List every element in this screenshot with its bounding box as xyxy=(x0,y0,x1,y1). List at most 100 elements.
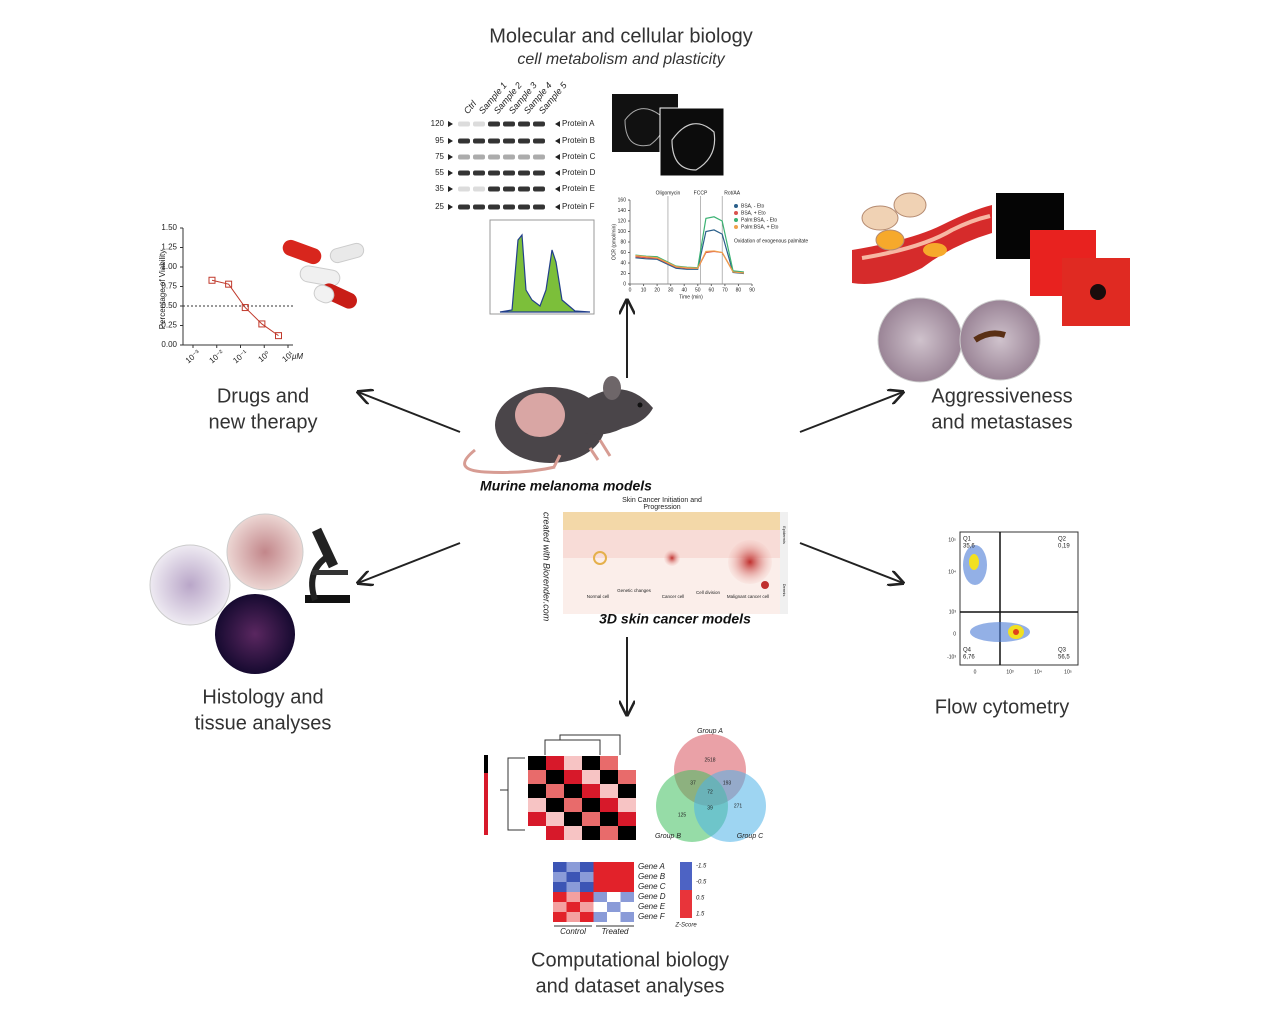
heat-cell xyxy=(566,912,580,922)
cell-outline xyxy=(671,123,716,171)
gene-label: Gene B xyxy=(638,872,666,881)
marker-arrow xyxy=(448,204,453,210)
band xyxy=(518,170,530,176)
quadrant-name: Q2 xyxy=(1058,537,1067,543)
gene-label: Gene E xyxy=(638,902,666,911)
heat-cell xyxy=(607,882,621,892)
scale-bar-top xyxy=(484,755,488,773)
quadrant-value: 6,76 xyxy=(963,655,975,661)
quadrant-value: 56,5 xyxy=(1058,655,1070,661)
data-point xyxy=(225,280,233,288)
x-tick-label: 10⁻¹ xyxy=(231,348,249,365)
legend-label: Palm:BSA, - Eto xyxy=(741,217,777,223)
band xyxy=(473,138,485,144)
y-tick-label: 80 xyxy=(620,239,626,245)
heat-cell xyxy=(607,912,621,922)
axis xyxy=(182,228,293,346)
x-tick-label: 50 xyxy=(695,287,701,293)
stage-label: Cell division xyxy=(696,590,721,595)
scale-label: Z-Score xyxy=(674,923,697,929)
unit-label: μM xyxy=(291,352,303,361)
heat-cell xyxy=(564,826,582,840)
heat-cell xyxy=(618,812,636,826)
count-label: 271 xyxy=(734,803,743,809)
section-title: tissue analyses xyxy=(195,712,332,734)
arrow xyxy=(358,542,461,583)
y-tick-label: 0.50 xyxy=(161,301,177,310)
protein-arrow xyxy=(555,138,560,144)
annotation: Oxidation of exogenous palmitate xyxy=(734,238,808,244)
heat-cell xyxy=(593,872,607,882)
marker-label: 55 xyxy=(435,168,444,177)
heat-cell xyxy=(528,756,546,770)
band xyxy=(488,204,500,210)
heat-cell xyxy=(564,784,582,798)
heat-cell xyxy=(566,902,580,912)
data-point xyxy=(241,304,249,312)
group-label: Group B xyxy=(655,833,681,840)
heat-cell xyxy=(564,812,582,826)
marker-label: 75 xyxy=(435,152,444,161)
y-tick-label: 10⁴ xyxy=(948,569,956,575)
quadrant-name: Q3 xyxy=(1058,648,1067,654)
stage-label: Malignant cancer cell xyxy=(727,594,769,599)
ocr-chart: 0 20 40 60 80 100 120 140 160 0 10 20 30 40 50 60 70 80 90… xyxy=(611,190,808,300)
series-line xyxy=(635,216,744,273)
color-scale-bottom xyxy=(680,890,692,918)
heat-cell xyxy=(620,882,634,892)
band xyxy=(473,204,485,210)
heat-cell xyxy=(553,872,567,882)
x-tick-label: 80 xyxy=(736,287,742,293)
heat-cell xyxy=(620,892,634,902)
heat-cell xyxy=(553,862,567,872)
band xyxy=(458,186,470,192)
heat-cell xyxy=(546,784,564,798)
x-tick-label: 0 xyxy=(974,669,977,675)
band xyxy=(488,170,500,176)
legend-label: BSA, - Eto xyxy=(741,203,765,209)
stage-label: Genetic changes xyxy=(617,588,652,593)
scale-tick-label: 1.5 xyxy=(696,912,705,918)
x-axis-label: Time (min) xyxy=(679,294,703,300)
heat-cell xyxy=(566,882,580,892)
gene-label: Gene D xyxy=(638,892,666,901)
section-title: Aggressiveness xyxy=(931,385,1072,407)
band xyxy=(488,138,500,144)
color-scale-top xyxy=(680,862,692,890)
count-label: 2518 xyxy=(704,757,715,763)
band xyxy=(533,138,545,144)
band xyxy=(533,186,545,192)
section-title: Molecular and cellular biology xyxy=(489,25,752,47)
histology-images xyxy=(149,513,350,674)
arrow xyxy=(358,392,461,433)
panel-title: Progression xyxy=(643,504,680,511)
stage-label: Cancer cell xyxy=(662,594,685,599)
section-title: and dataset analyses xyxy=(535,975,724,997)
marker-arrow xyxy=(448,154,453,160)
heat-cell xyxy=(600,784,618,798)
section-title: new therapy xyxy=(209,411,318,433)
heat-cell xyxy=(580,882,594,892)
protein-arrow xyxy=(555,121,560,127)
band xyxy=(473,170,485,176)
heat-cell xyxy=(620,902,634,912)
section-title: Computational biology xyxy=(531,949,729,971)
heat-cell xyxy=(546,826,564,840)
heat-cell xyxy=(580,912,594,922)
marker-label: 120 xyxy=(431,119,445,128)
quadrant-value: 0,19 xyxy=(1058,544,1070,550)
heat-cell xyxy=(580,892,594,902)
x-tick-label: 60 xyxy=(709,287,715,293)
band xyxy=(488,154,500,160)
band xyxy=(473,154,485,160)
x-tick-label: 0 xyxy=(629,287,632,293)
event-label: Oligomycin xyxy=(656,190,681,196)
heat-cell xyxy=(546,812,564,826)
venn-diagram: Group A Group B Group C 2518 125 271 37 193 39 72 xyxy=(655,728,766,842)
model-label: 3D skin cancer models xyxy=(599,611,751,627)
heat-cell xyxy=(580,862,594,872)
heat-cell xyxy=(600,770,618,784)
y-tick-label: 1.00 xyxy=(161,262,177,271)
section-title: Drugs and xyxy=(217,385,309,407)
